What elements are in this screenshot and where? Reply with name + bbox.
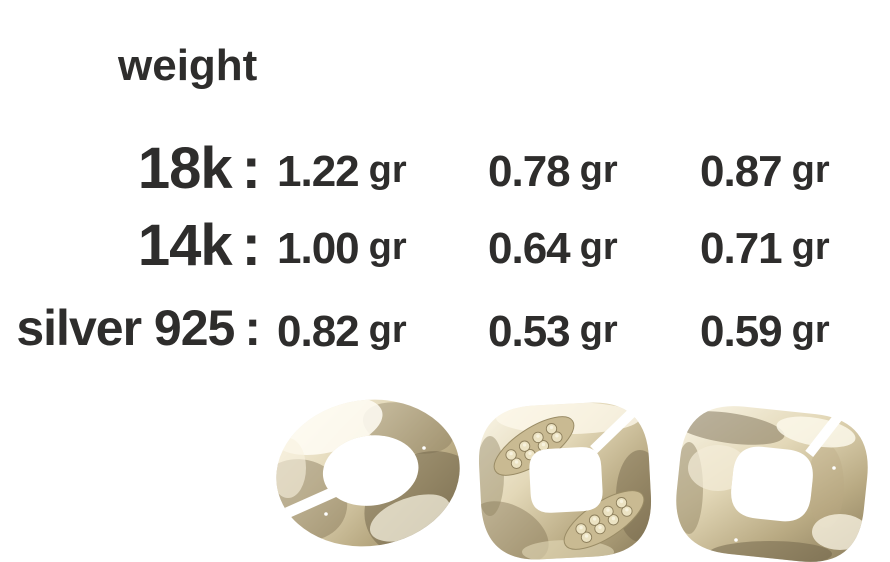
unit-label: gr	[579, 226, 618, 268]
unit-label: gr	[368, 226, 407, 268]
material-label: 18k	[137, 136, 233, 201]
weight-value-18k-item2: 0.78 gr	[488, 150, 618, 194]
weight-row-silver925: silver 925: 0.82 gr 0.53 gr 0.59 gr	[0, 303, 890, 373]
product-image-twisted-curb-link	[272, 396, 464, 550]
link-opening-slit	[805, 413, 843, 457]
material-label: 14k	[137, 213, 233, 278]
sparkle-dot	[734, 538, 738, 542]
diamond-stones-bottom	[575, 497, 633, 543]
unit-label: gr	[791, 149, 830, 191]
colon-separator: :	[244, 300, 261, 356]
weight-number: 1.22	[277, 147, 360, 196]
weight-value-18k-item1: 1.22 gr	[277, 150, 407, 194]
sparkle-dot	[832, 466, 836, 470]
weight-row-18k: 18k: 1.22 gr 0.78 gr 0.87 gr	[0, 140, 890, 210]
weight-number: 0.71	[700, 224, 783, 273]
colon-separator: :	[241, 213, 261, 278]
weight-row-14k: 14k: 1.00 gr 0.64 gr 0.71 gr	[0, 217, 890, 287]
link-opening-slit	[590, 408, 636, 454]
unit-label: gr	[368, 309, 407, 351]
weight-value-925-item2: 0.53 gr	[488, 310, 618, 354]
weight-value-14k-item2: 0.64 gr	[488, 227, 618, 271]
row-label-18k: 18k:	[0, 140, 261, 198]
weight-number: 0.82	[277, 307, 360, 356]
weight-value-18k-item3: 0.87 gr	[700, 150, 830, 194]
unit-label: gr	[579, 149, 618, 191]
weight-number: 1.00	[277, 224, 360, 273]
twisted-curb-link-icon	[272, 397, 464, 550]
pave-studded-link-icon	[476, 402, 654, 562]
product-image-plain-cushion-link	[674, 406, 870, 562]
weight-value-14k-item3: 0.71 gr	[700, 227, 830, 271]
weight-value-14k-item1: 1.00 gr	[277, 227, 407, 271]
page-title: weight	[118, 41, 258, 90]
colon-separator: :	[241, 136, 261, 201]
plain-cushion-link-icon	[674, 406, 868, 562]
unit-label: gr	[579, 309, 618, 351]
unit-label: gr	[368, 149, 407, 191]
unit-label: gr	[791, 309, 830, 351]
link-opening-slit	[284, 481, 350, 518]
weight-number: 0.78	[488, 147, 571, 196]
row-label-silver925: silver 925:	[0, 300, 261, 356]
weight-number: 0.64	[488, 224, 571, 273]
sparkle-dot	[422, 446, 426, 450]
weight-value-925-item1: 0.82 gr	[277, 310, 407, 354]
weight-value-925-item3: 0.59 gr	[700, 310, 830, 354]
weight-number: 0.59	[700, 307, 783, 356]
product-image-pave-link	[476, 400, 654, 562]
row-label-14k: 14k:	[0, 217, 261, 275]
weight-number: 0.53	[488, 307, 571, 356]
unit-label: gr	[791, 226, 830, 268]
sparkle-dot	[324, 512, 328, 516]
material-label: silver 925	[16, 300, 235, 356]
weight-number: 0.87	[700, 147, 783, 196]
